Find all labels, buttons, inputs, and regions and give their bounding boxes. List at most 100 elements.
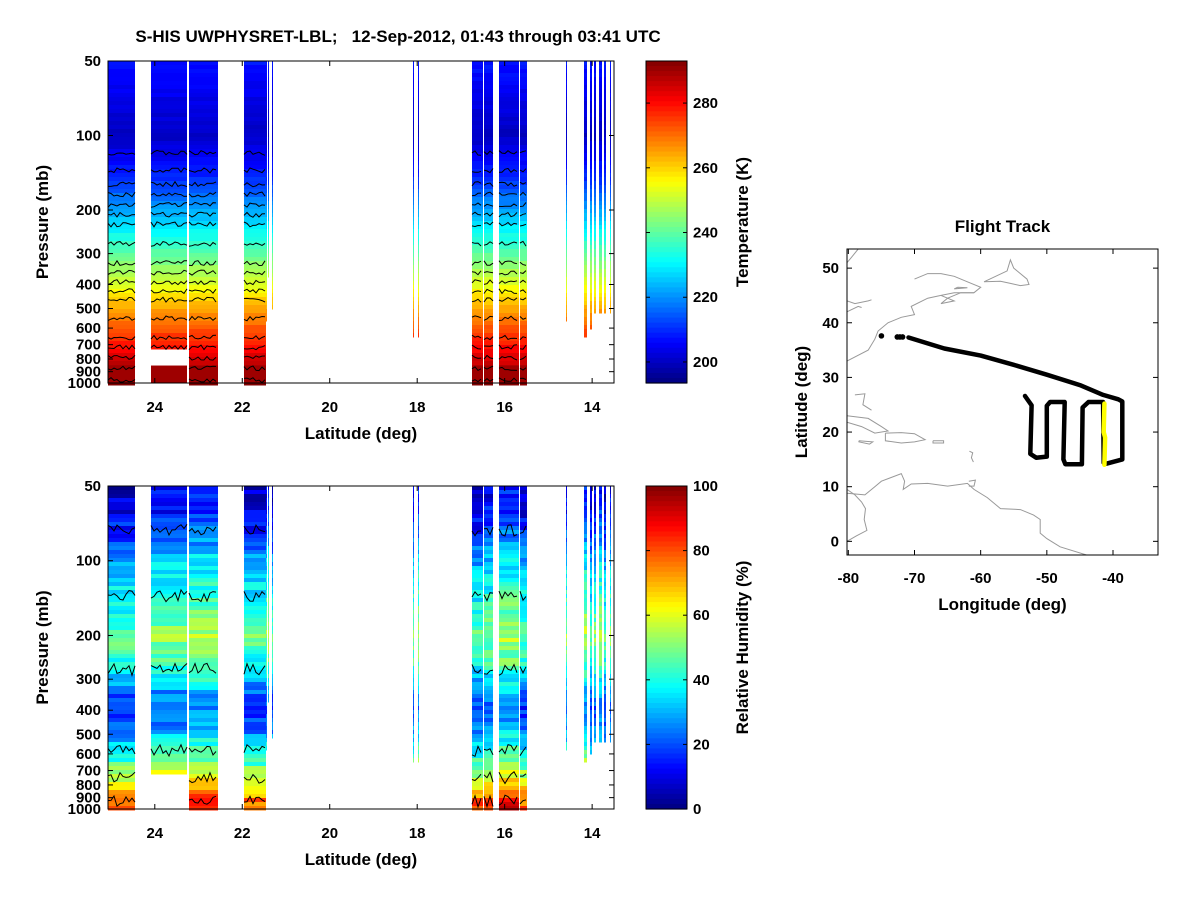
contour-line [498,297,518,302]
x-axis-label: Latitude (deg) [305,850,417,869]
curtain-cell [584,674,587,679]
curtain-cell [584,610,587,615]
curtain-cell [413,674,414,679]
curtain-cell [610,494,611,499]
curtain-cell [266,77,267,82]
curtain-cell [566,630,567,635]
curtain-cell [499,618,519,623]
curtain-cell [266,165,267,170]
curtain-cell [268,181,269,186]
curtain-cell [499,133,519,138]
curtain-cell [590,305,592,310]
curtain-cell [268,678,269,683]
curtain-cell [604,510,606,515]
curtain-cell [584,285,587,290]
curtain-cell [244,345,266,350]
curtain-cell [268,121,269,126]
curtain-cell [584,273,587,278]
curtain-cell [584,121,587,126]
curtain-cell [244,277,266,282]
curtain-cell [266,590,267,595]
curtain-cell [584,710,587,715]
curtain-cell [499,85,519,90]
curtain-cell [594,502,596,507]
curtain-cell [590,650,592,655]
curtain-cell [151,89,187,94]
curtain-cell [472,329,483,334]
curtain-cell [108,686,135,691]
curtain-cell [272,157,273,162]
contour-line [471,315,482,319]
curtain-cell [484,213,493,218]
curtain-cell [189,658,218,663]
curtain-cell [566,638,567,643]
curtain-cell [566,129,567,134]
curtain-cell [604,646,606,651]
curtain-cell [604,630,606,635]
curtain-cell [604,706,606,711]
curtain-cell [472,145,483,150]
curtain-cell [266,706,267,711]
curtain-cell [604,738,606,743]
curtain-cell [499,121,519,126]
curtain-cell [590,165,592,170]
curtain-cell [413,257,414,262]
curtain-cell [590,313,592,318]
contour-line [150,315,188,322]
contour-line [107,365,136,371]
curtain-cell [272,518,273,523]
curtain-cell [418,93,419,98]
curtain-cell [590,169,592,174]
curtain-cell [413,269,414,274]
curtain-cell [189,654,218,659]
curtain-cell [244,734,266,739]
curtain-cell [610,506,611,511]
curtain-cell [594,598,596,603]
curtain-cell [151,193,187,198]
curtain-cell [590,113,592,118]
curtain-cell [413,141,414,146]
contour-line [188,288,217,294]
curtain-cell [499,297,519,302]
curtain-cells [108,486,611,811]
curtain-cell [610,498,611,503]
curtain-cell [189,742,218,747]
curtain-cell [418,498,419,503]
curtain-cell [499,153,519,158]
curtain-cell [272,594,273,599]
curtain-cell [418,289,419,294]
curtain-cell [244,77,266,82]
curtain-cell [472,562,483,567]
curtain-cell [594,277,596,282]
curtain-cell [604,121,606,126]
curtain-cell [189,754,218,759]
curtain-cell [520,710,527,715]
contour-line [150,288,188,295]
curtain-cell [604,506,606,511]
curtain-cell [266,662,267,667]
curtain-cell [599,730,602,735]
colorbar-swatch [646,377,687,384]
curtain-cell [413,85,414,90]
curtain-cell [499,229,519,234]
curtain-cell [584,658,587,663]
curtain-cell [484,185,493,190]
curtain-cell [472,321,483,326]
axes-box [107,485,615,810]
curtain-cell [108,333,135,338]
curtain-cell [484,361,493,366]
curtain-cell [272,546,273,551]
curtain-cell [244,634,266,639]
curtain-cell [151,582,187,587]
curtain-cell [244,173,266,178]
curtain-cell [584,602,587,607]
curtain-cell [272,734,273,739]
curtain-cell [599,249,602,254]
curtain-cell [418,570,419,575]
curtain-cell [472,305,483,310]
map-y-axis-label: Latitude (deg) [792,346,811,458]
curtain-cell [151,61,187,66]
curtain-cell [472,522,483,527]
curtain-cell [189,185,218,190]
curtain-cell [108,770,135,775]
